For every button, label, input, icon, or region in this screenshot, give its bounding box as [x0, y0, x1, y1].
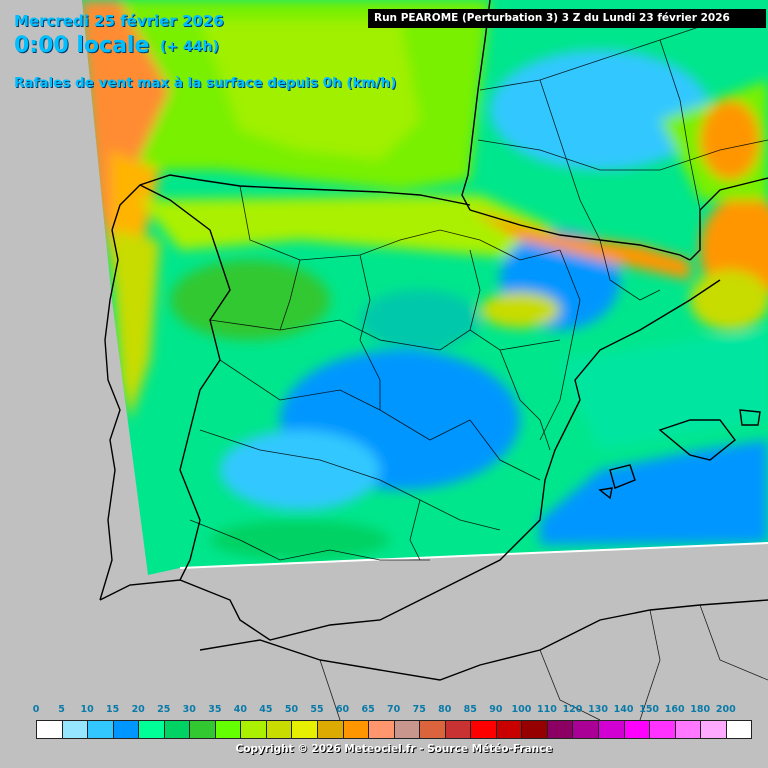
legend-swatch: [725, 720, 753, 739]
legend-swatch: [61, 720, 89, 739]
legend-swatch: [444, 720, 472, 739]
legend-tick: 120: [562, 704, 583, 715]
legend-swatch: [700, 720, 727, 739]
legend-tick: 180: [690, 704, 711, 715]
legend-swatch: [189, 720, 216, 739]
legend-tick: 130: [588, 704, 608, 715]
legend-swatch: [572, 720, 600, 739]
legend-tick: 45: [259, 704, 273, 715]
copyright-text: Copyright © 2026 Meteociel.fr - Source M…: [235, 743, 553, 755]
legend-swatch: [36, 720, 63, 739]
legend-tick: 30: [182, 704, 196, 715]
legend-tick: 0: [32, 704, 40, 715]
legend-swatch: [674, 720, 702, 739]
legend-tick: 200: [715, 704, 736, 715]
legend-tick: 60: [335, 704, 350, 715]
legend-tick: 20: [131, 704, 145, 715]
legend-swatch: [291, 720, 319, 739]
legend-tick: 140: [613, 704, 634, 715]
legend-tick: 55: [310, 704, 324, 715]
legend-tick: 70: [387, 704, 401, 715]
legend-swatch: [393, 720, 421, 739]
forecast-date: Mercredi 25 février 2026: [14, 12, 224, 30]
forecast-offset: (+ 44h): [160, 39, 219, 55]
parameter-label: Rafales de vent max à la surface depuis …: [14, 75, 397, 91]
legend-tick: 25: [157, 704, 171, 715]
legend-tick: 10: [80, 704, 94, 715]
legend-tick: 75: [412, 704, 426, 715]
legend-swatch: [87, 720, 114, 739]
legend-swatch: [521, 720, 548, 739]
legend-tick: 90: [489, 704, 503, 715]
legend-tick: 160: [664, 704, 685, 715]
legend-tick: 50: [284, 704, 299, 715]
legend-swatch: [649, 720, 676, 739]
legend-swatch: [240, 720, 267, 739]
legend-swatch: [546, 720, 574, 739]
legend-swatch: [368, 720, 395, 739]
coastlines: [99, 0, 768, 681]
legend-swatch: [495, 720, 523, 739]
legend-swatch: [265, 720, 293, 739]
legend-swatch: [317, 720, 344, 739]
legend-swatch: [214, 720, 242, 739]
legend-swatch: [470, 720, 497, 739]
legend-tick: 40: [233, 704, 247, 715]
legend-tick: 15: [106, 704, 120, 715]
legend-swatch: [623, 720, 651, 739]
region-borders: [189, 19, 768, 721]
legend-swatch: [163, 720, 191, 739]
domain-edge: [179, 542, 768, 569]
legend-swatch: [419, 720, 446, 739]
legend-tick: 35: [208, 704, 222, 715]
legend-tick: 85: [463, 704, 477, 715]
run-label: Run PEAROME (Perturbation 3) 3 Z du Lund…: [368, 9, 766, 28]
color-legend: 0 5 10 15 20 25 30 35 40 45 50 55 60 65 70 75 80 85 90 100 1…: [32, 704, 753, 740]
forecast-time: 0:00 locale: [14, 33, 150, 58]
legend-swatch: [112, 720, 140, 739]
legend-tick: 150: [639, 704, 660, 715]
legend-tick: 80: [438, 704, 452, 715]
legend-tick: 100: [511, 704, 532, 715]
legend-swatch: [598, 720, 625, 739]
legend-tick: 5: [58, 704, 65, 715]
legend-tick: 65: [361, 704, 375, 715]
legend-swatch: [342, 720, 370, 739]
legend-swatch: [138, 720, 165, 739]
legend-tick: 110: [537, 704, 557, 715]
